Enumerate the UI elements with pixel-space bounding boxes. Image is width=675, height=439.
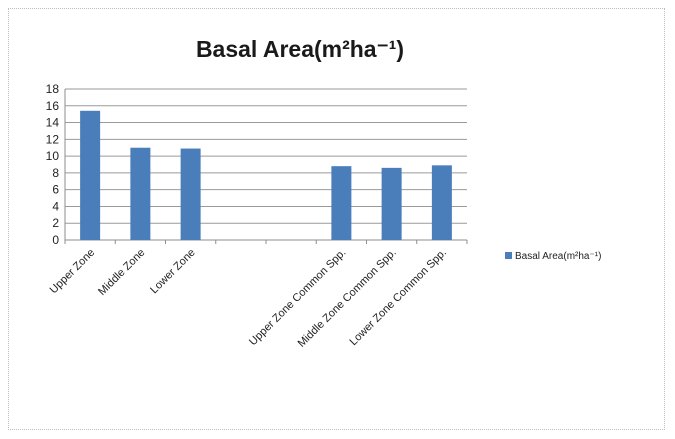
x-category-label: Lower Zone (148, 247, 198, 297)
bar (180, 148, 201, 240)
bar (80, 110, 101, 240)
y-tick-label: 12 (46, 132, 60, 146)
bar (130, 147, 151, 240)
y-tick-label: 14 (46, 116, 60, 130)
chart-title: Basal Area(m²ha⁻¹) (196, 36, 404, 62)
basal-area-chart: Basal Area(m²ha⁻¹) 0 2 4 6 8 10 12 14 16 18 Upper … (46, 36, 602, 350)
y-tick-label: 6 (52, 183, 59, 197)
x-category-label: Middle Zone (96, 247, 147, 298)
legend: Basal Area(m²ha⁻¹) (505, 251, 601, 262)
bars (80, 110, 452, 240)
y-tick-label: 2 (52, 216, 59, 230)
chart-frame: Basal Area(m²ha⁻¹) 0 2 4 6 8 10 12 14 16 18 Upper … (8, 8, 665, 430)
y-tick-label: 18 (46, 82, 60, 96)
legend-swatch (505, 252, 512, 259)
bar (431, 165, 452, 240)
x-category-label: Lower Zone Common Spp. (348, 247, 449, 348)
bar (331, 166, 352, 240)
y-tick-label: 4 (52, 199, 59, 213)
x-category-label: Upper Zone (48, 247, 98, 297)
y-tick-label: 16 (46, 99, 60, 113)
gridlines (65, 88, 467, 241)
x-category-label: Middle Zone Common Spp. (296, 247, 399, 350)
x-category-label: Upper Zone Common Spp. (247, 247, 348, 348)
y-tick-label: 10 (46, 149, 60, 163)
legend-label: Basal Area(m²ha⁻¹) (515, 251, 601, 262)
y-tick-label: 8 (52, 166, 59, 180)
bar (381, 167, 402, 240)
y-tick-label: 0 (52, 233, 59, 247)
